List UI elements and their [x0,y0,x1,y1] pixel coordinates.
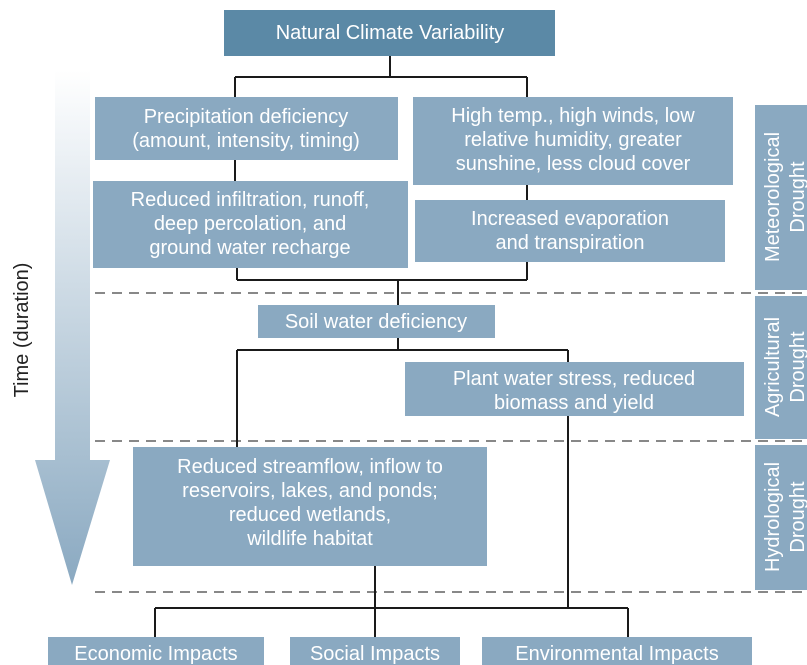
node-text: Precipitation deficiency [144,106,349,128]
nodes: Natural Climate Variability Precipitatio… [48,10,752,665]
zones: Meteorological Drought Agricultural Drou… [755,105,807,590]
zone-label: Drought [787,481,807,553]
node-text: Soil water deficiency [285,311,467,333]
node-text: sunshine, less cloud cover [456,153,691,175]
node-text: High temp., high winds, low [451,105,695,127]
node-text: ground water recharge [149,237,350,259]
node-text: Environmental Impacts [515,643,718,665]
node-text: and transpiration [496,232,645,254]
node-text: (amount, intensity, timing) [132,130,360,152]
time-arrow [35,70,110,585]
zone-label: Drought [787,331,807,403]
node-text: Economic Impacts [74,643,237,665]
zone-label: Drought [787,161,807,233]
axis-label: Time (duration) [11,263,33,398]
node-text: biomass and yield [494,392,654,414]
connectors [154,56,629,637]
zone-label: Hydrological [762,462,784,572]
node-text: relative humidity, greater [464,129,682,151]
node-text: deep percolation, and [154,213,346,235]
zone-label: Meteorological [762,132,784,262]
node-text: Increased evaporation [471,208,669,230]
node-text: wildlife habitat [246,528,373,550]
node-text: reduced wetlands, [229,504,391,526]
node-text: Reduced infiltration, runoff, [131,189,370,211]
node-text: Social Impacts [310,643,440,665]
node-text: reservoirs, lakes, and ponds; [182,480,438,502]
node-text: Natural Climate Variability [276,22,505,44]
node-text: Reduced streamflow, inflow to [177,456,443,478]
zone-label: Agricultural [762,317,784,417]
node-text: Plant water stress, reduced [453,368,695,390]
